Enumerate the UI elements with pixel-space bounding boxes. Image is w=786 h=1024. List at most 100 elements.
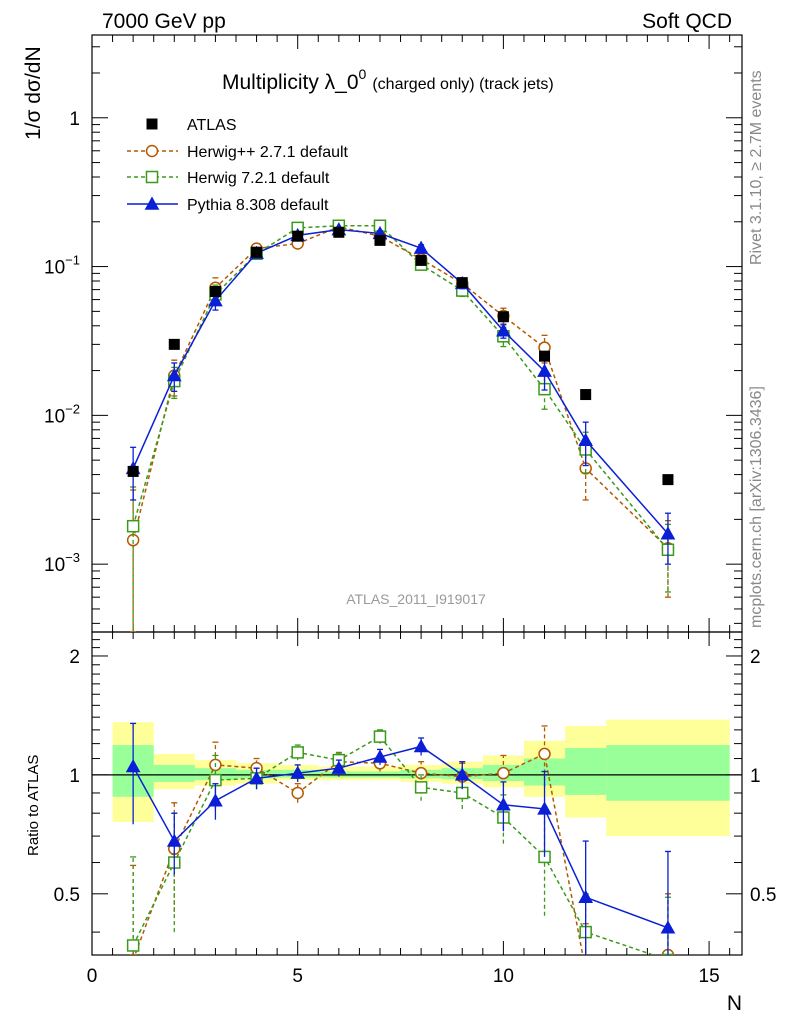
header-left: 7000 GeV pp bbox=[102, 10, 226, 33]
plot-frames bbox=[91, 34, 743, 956]
series-line bbox=[132, 225, 669, 551]
data-point-square bbox=[126, 519, 140, 533]
y-tick-label-main: 10−1 bbox=[44, 253, 80, 279]
y-tick-label-main: 1 bbox=[69, 109, 80, 130]
data-point-atlas bbox=[127, 465, 139, 477]
x-tick-label: 0 bbox=[87, 966, 98, 987]
data-point-triangle bbox=[454, 767, 470, 781]
data-point-atlas bbox=[251, 246, 263, 258]
legend-label: Herwig 7.2.1 default bbox=[187, 170, 330, 187]
side-label-top: Rivet 3.1.10, ≥ 2.7M events bbox=[748, 70, 765, 265]
band-green-bin bbox=[565, 747, 607, 795]
y-tick-label-base: 10 bbox=[44, 555, 65, 576]
data-point-triangle bbox=[125, 758, 141, 773]
data-point-circle bbox=[145, 144, 159, 158]
data-point-circle bbox=[291, 786, 304, 800]
data-point-square bbox=[126, 939, 140, 952]
legend-entry: Herwig++ 2.7.1 default bbox=[127, 144, 349, 161]
data-point-atlas bbox=[146, 118, 158, 130]
analysis-tag: ATLAS_2011_I919017 bbox=[346, 591, 486, 607]
data-point-triangle bbox=[290, 765, 306, 779]
x-tick-label: 10 bbox=[493, 966, 514, 987]
data-point-triangle bbox=[496, 797, 511, 811]
data-point-square bbox=[661, 953, 675, 955]
y-tick-label-base: 1 bbox=[69, 109, 80, 130]
data-point-triangle bbox=[413, 738, 429, 753]
y-tick-label-exp: −2 bbox=[65, 401, 80, 416]
data-point-triangle bbox=[166, 833, 182, 847]
x-axis-title: N bbox=[727, 992, 742, 1015]
data-point-atlas bbox=[168, 338, 180, 350]
data-point-square bbox=[291, 746, 304, 759]
y-tick-label-base: 10 bbox=[44, 258, 65, 279]
data-point-atlas bbox=[292, 230, 304, 242]
data-point-triangle bbox=[331, 760, 347, 774]
y-tick-label-main: 10−2 bbox=[44, 401, 80, 427]
data-point-triangle bbox=[208, 293, 223, 307]
data-point-triangle bbox=[208, 793, 223, 807]
series-herwig7-main bbox=[126, 219, 675, 632]
y-tick-label-exp: −3 bbox=[65, 550, 80, 565]
data-point-atlas bbox=[662, 474, 674, 486]
series-pythia-ratio bbox=[125, 722, 676, 955]
band-green-bin bbox=[153, 764, 195, 782]
y-tick-label-main: 10−3 bbox=[44, 550, 80, 576]
data-point-circle bbox=[497, 766, 510, 780]
data-point-triangle bbox=[660, 526, 676, 540]
y-tick-label-ratio: 0.5 bbox=[54, 885, 80, 906]
data-point-triangle bbox=[537, 363, 552, 377]
legend-entry: Pythia 8.308 default bbox=[127, 196, 329, 214]
x-tick-label: 15 bbox=[699, 966, 720, 987]
data-point-triangle bbox=[166, 368, 182, 382]
data-point-atlas bbox=[415, 254, 427, 266]
chart-title-suffix: (charged only) (track jets) bbox=[372, 76, 553, 93]
y-tick-label-ratio-right: 2 bbox=[750, 647, 761, 668]
y-axis-title-ratio: Ratio to ATLAS bbox=[25, 755, 42, 856]
data-point-atlas bbox=[374, 234, 386, 246]
data-point-circle bbox=[580, 965, 591, 976]
data-point-atlas bbox=[209, 285, 221, 297]
y-tick-label-ratio-right: 0.5 bbox=[750, 885, 776, 906]
data-point-triangle bbox=[249, 770, 264, 785]
x-tick-label: 5 bbox=[292, 966, 303, 987]
series-atlas-main bbox=[127, 226, 674, 486]
legend-label: Herwig++ 2.7.1 default bbox=[187, 144, 349, 161]
legend-label: ATLAS bbox=[187, 117, 237, 134]
chart-title-sup: 0 bbox=[359, 66, 367, 82]
data-point-triangle bbox=[537, 801, 552, 815]
legend: ATLAS Herwig++ 2.7.1 default Herwig 7.2.1 … bbox=[127, 117, 349, 214]
data-point-atlas bbox=[333, 226, 345, 238]
y-axis-title-main: 1/σ dσ/dN bbox=[22, 46, 45, 140]
data-point-atlas bbox=[497, 311, 509, 323]
legend-entry: Herwig 7.2.1 default bbox=[127, 170, 330, 187]
data-point-atlas bbox=[580, 389, 592, 401]
data-point-triangle bbox=[578, 432, 594, 446]
y-tick-label-base: 10 bbox=[44, 406, 65, 427]
side-label-bottom: mcplots.cern.ch [arXiv:1306.3436] bbox=[748, 386, 765, 628]
data-point-circle bbox=[538, 747, 551, 761]
data-point-triangle bbox=[660, 920, 676, 934]
ratio-panel-data bbox=[125, 722, 676, 976]
series-line bbox=[132, 228, 669, 535]
data-point-triangle bbox=[413, 240, 429, 254]
series-herwigpp-main bbox=[126, 220, 675, 632]
legend-label: Pythia 8.308 default bbox=[187, 197, 329, 214]
data-point-atlas bbox=[539, 350, 551, 362]
data-point-square bbox=[414, 781, 428, 794]
chart-title-main: Multiplicity λ_0 bbox=[222, 71, 359, 94]
data-point-square bbox=[145, 170, 159, 184]
band-green-bin bbox=[606, 745, 730, 801]
data-point-square bbox=[373, 730, 387, 743]
y-tick-label-exp: −1 bbox=[65, 253, 80, 268]
y-tick-label-ratio-right: 1 bbox=[750, 766, 761, 787]
header-right: Soft QCD bbox=[642, 10, 732, 33]
data-point-circle bbox=[129, 953, 137, 955]
legend-entry: ATLAS bbox=[146, 117, 237, 134]
chart-title: Multiplicity λ_00 (charged only) (track j… bbox=[222, 66, 554, 94]
data-point-atlas bbox=[456, 277, 468, 289]
data-point-triangle bbox=[372, 749, 388, 763]
data-point-triangle bbox=[496, 323, 511, 337]
data-point-triangle bbox=[578, 889, 594, 903]
